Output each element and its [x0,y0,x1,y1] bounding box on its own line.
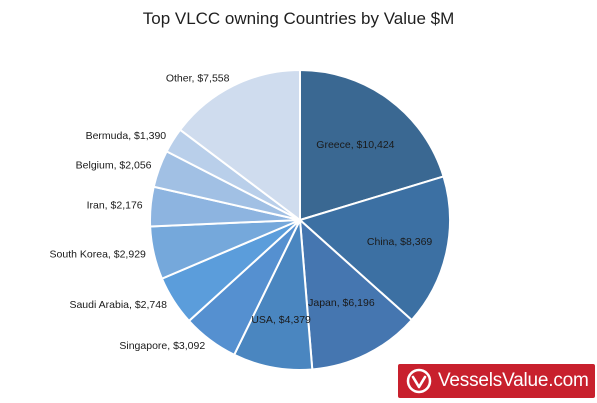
vesselsvalue-logo: VesselsValue.com [398,364,595,398]
pie-label-china: China, $8,369 [367,236,433,248]
pie-label-singapore: Singapore, $3,092 [119,340,205,352]
vesselsvalue-logo-text: VesselsValue.com [438,370,589,391]
pie-label-usa: USA, $4,379 [251,314,311,326]
pie-label-other: Other, $7,558 [166,72,230,84]
pie-label-bermuda: Bermuda, $1,390 [86,130,167,142]
pie-label-belgium: Belgium, $2,056 [76,160,152,172]
vesselsvalue-logo-icon [406,368,432,394]
pie-slice-japan [298,217,414,371]
pie-label-saudi-arabia: Saudi Arabia, $2,748 [69,299,167,311]
pie-slice-china [298,175,451,322]
pie-label-south-korea: South Korea, $2,929 [50,249,146,261]
pie-slice-greece [299,68,445,222]
pie-label-greece: Greece, $10,424 [316,139,394,151]
pie-slice-other [178,68,301,223]
pie-label-iran: Iran, $2,176 [87,200,143,212]
chart-title: Top VLCC owning Countries by Value $M [142,9,455,28]
pie-label-japan: Japan, $6,196 [308,297,375,309]
